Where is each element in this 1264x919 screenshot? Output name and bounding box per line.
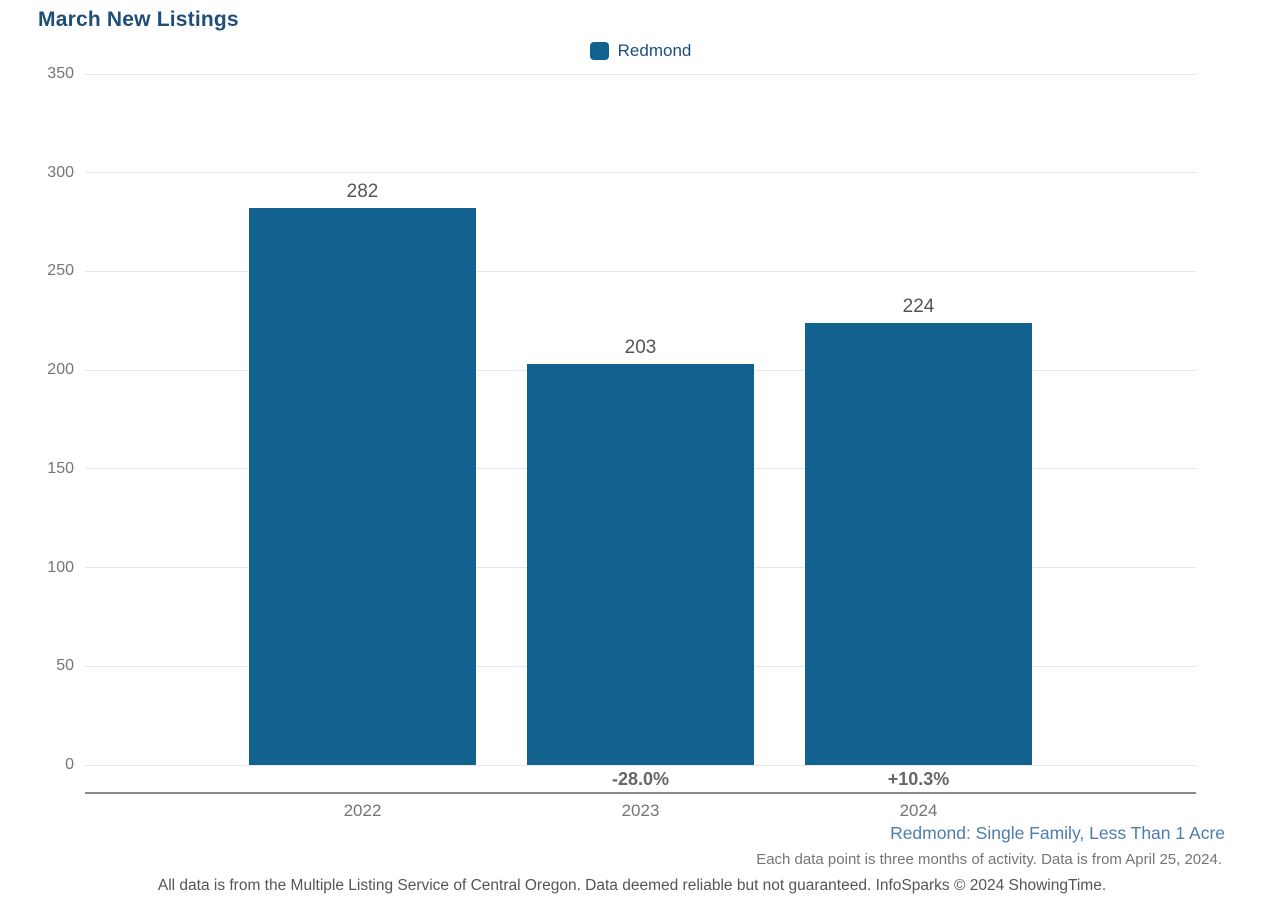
gridline-y-0: [85, 764, 1196, 766]
gridline-y-250: [85, 270, 1196, 272]
y-axis-tick-label-250: 250: [47, 262, 74, 280]
y-axis-tick-label-100: 100: [47, 558, 74, 576]
y-axis-tick-label-50: 50: [56, 657, 74, 675]
mls-disclaimer: All data is from the Multiple Listing Se…: [157, 877, 1107, 894]
y-axis-tick-label-150: 150: [47, 459, 74, 477]
pct-change-label-2024: +10.3%: [887, 769, 950, 789]
bar-value-label-2024: 224: [902, 296, 935, 317]
bar-2022[interactable]: [249, 208, 476, 765]
x-axis-label-2023: 2023: [621, 801, 660, 820]
legend-item-redmond[interactable]: Redmond: [85, 41, 1196, 61]
legend-swatch-icon: [589, 42, 609, 60]
x-axis-label-2022: 2022: [343, 801, 382, 820]
x-axis-line: [85, 792, 1196, 794]
series-filter-note: Redmond: Single Family, Less Than 1 Acre: [890, 823, 1225, 843]
y-axis-tick-label-350: 350: [47, 65, 74, 82]
x-axis-label-2024: 2024: [899, 801, 938, 820]
pct-change-label-2023: -28.0%: [611, 769, 670, 789]
chart-title: March New Listings: [38, 8, 239, 31]
bar-2024[interactable]: [805, 323, 1032, 765]
bar-value-label-2023: 203: [624, 337, 657, 358]
bar-value-label-2022: 282: [346, 181, 379, 202]
y-axis-tick-label-0: 0: [65, 756, 74, 773]
y-axis-tick-label-200: 200: [47, 361, 74, 379]
y-axis-tick-label-300: 300: [47, 163, 74, 181]
gridline-y-300: [85, 172, 1196, 174]
gridline-y-350: [85, 73, 1196, 75]
data-period-note: Each data point is three months of activ…: [756, 851, 1222, 868]
legend-label: Redmond: [617, 41, 692, 60]
bar-2023[interactable]: [527, 364, 754, 765]
